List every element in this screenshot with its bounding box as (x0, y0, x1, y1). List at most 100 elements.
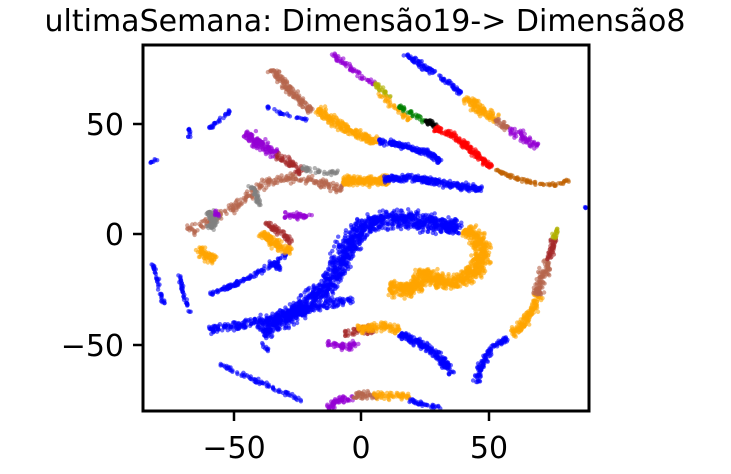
scatter-point (344, 252, 349, 257)
scatter-point (287, 213, 292, 218)
scatter-point (406, 207, 411, 212)
scatter-point (413, 267, 418, 273)
scatter-point (330, 248, 335, 254)
scatter-point (291, 179, 296, 185)
scatter-point (352, 226, 357, 232)
scatter-point (264, 177, 269, 182)
scatter-point (387, 213, 392, 219)
scatter-point (343, 262, 348, 267)
scatter-point (301, 116, 307, 122)
scatter-point (292, 310, 297, 316)
scatter-point (253, 270, 259, 275)
scatter-point (283, 160, 288, 165)
scatter-point (334, 285, 339, 290)
scatter-point (325, 271, 330, 277)
scatter-point (287, 320, 292, 325)
scatter-point (387, 104, 393, 109)
scatter-point (309, 213, 314, 218)
scatter-point (286, 237, 291, 242)
scatter-point (258, 312, 263, 317)
scatter-point (331, 255, 336, 261)
scatter-point (334, 57, 339, 62)
scatter-point (320, 109, 325, 114)
scatter-point (469, 253, 474, 258)
chart-title: ultimaSemana: Dimensão19-> Dimensão8 (45, 4, 686, 39)
scatter-point (350, 130, 355, 135)
scatter-point (320, 291, 326, 297)
scatter-point (213, 289, 219, 294)
scatter-point (432, 211, 437, 216)
scatter-point (359, 73, 365, 79)
scatter-point (469, 185, 474, 191)
scatter-point (427, 179, 432, 184)
scatter-point (426, 226, 431, 231)
scatter-point (355, 233, 360, 238)
scatter-point (364, 182, 370, 188)
scatter-point (448, 185, 453, 190)
scatter-point (442, 182, 447, 187)
scatter-point (287, 251, 293, 256)
scatter-point (287, 247, 293, 252)
scatter-point (197, 221, 202, 227)
scatter-point (268, 149, 274, 154)
scatter-point (478, 273, 483, 278)
scatter-point (301, 214, 306, 219)
scatter-point (220, 328, 225, 333)
scatter-point (438, 274, 444, 280)
scatter-point (252, 317, 257, 322)
scatter-point (419, 147, 424, 152)
scatter-point (379, 214, 384, 219)
scatter-point (484, 240, 489, 245)
scatter-point (411, 274, 417, 279)
scatter-point (320, 283, 326, 289)
scatter-point (476, 230, 481, 236)
scatter-point (408, 291, 413, 297)
scatter-point (334, 239, 340, 245)
scatter-point (267, 242, 272, 248)
scatter-point (466, 229, 471, 234)
scatter-point (433, 156, 439, 161)
scatter-point (364, 223, 369, 229)
scatter-point (272, 107, 277, 112)
scatter-point (331, 268, 336, 273)
scatter-point (287, 114, 293, 119)
scatter-point (276, 263, 281, 268)
scatter-point (264, 141, 270, 147)
scatter-point (185, 226, 190, 231)
scatter-point (465, 183, 470, 188)
scatter-point (276, 153, 281, 158)
scatter-point (298, 293, 304, 298)
scatter-point (265, 237, 270, 243)
scatter-point (437, 126, 443, 131)
scatter-point (459, 223, 464, 228)
scatter-point (324, 298, 329, 304)
scatter-point (398, 226, 404, 232)
scatter-point (328, 259, 333, 264)
scatter-point (483, 249, 488, 254)
scatter-point (300, 104, 305, 110)
scatter-point (441, 178, 447, 183)
scatter-point (291, 322, 297, 327)
scatter-point (280, 76, 285, 81)
scatter-point (358, 246, 364, 251)
scatter-point (235, 280, 241, 285)
scatter-point (291, 214, 297, 219)
scatter-point (380, 137, 386, 142)
scatter-point (221, 323, 226, 328)
scatter-point (295, 115, 300, 120)
scatter-point (532, 181, 538, 186)
scatter-point (396, 143, 401, 149)
scatter-point (192, 228, 197, 234)
scatter-point (474, 149, 479, 154)
scatter-point (461, 138, 466, 143)
scatter-point (445, 129, 450, 134)
scatter-point (265, 104, 271, 109)
scatter-point (259, 144, 264, 149)
scatter-point (283, 210, 288, 215)
scatter-point (371, 226, 377, 232)
scatter-point (320, 183, 325, 188)
scatter-point (415, 286, 420, 291)
scatter-point (329, 172, 334, 178)
scatter-point (468, 224, 473, 229)
scatter-point (277, 175, 282, 180)
